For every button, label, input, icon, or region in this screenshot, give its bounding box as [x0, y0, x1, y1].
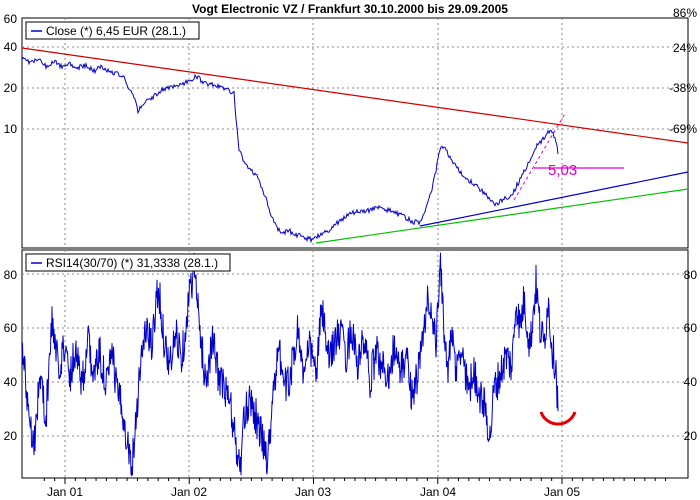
price-left-tick-60: 60: [4, 12, 18, 26]
price-legend-label: Close (*) 6,45 EUR (28.1.): [46, 24, 186, 38]
price-vertical-gridlines: [64, 18, 563, 248]
uptrend-line: [419, 171, 689, 227]
chart-title: Vogt Electronic VZ / Frankfurt 30.10.200…: [192, 2, 508, 16]
price-left-tick-10: 10: [4, 122, 18, 136]
price-left-tick-20: 20: [4, 81, 18, 95]
x-tick-jan-05: Jan 05: [544, 485, 580, 499]
rsi-left-tick-40: 40: [4, 375, 18, 389]
target-annotation-label: 5,03: [548, 162, 577, 179]
resistance-trendline: [21, 47, 689, 144]
rsi-legend: RSI14(30/70) (*) 31,3338 (28.1.): [25, 253, 231, 272]
price-horizontal-gridlines: [22, 46, 688, 130]
x-tick-jan-03: Jan 03: [295, 485, 331, 499]
rsi-right-tick-20: 20: [684, 429, 698, 443]
support-trendline: [315, 188, 689, 244]
price-legend: Close (*) 6,45 EUR (28.1.): [25, 21, 200, 40]
rsi-panel-frame: [21, 249, 689, 479]
steep-uptrend-dashed: [513, 111, 567, 201]
rsi-right-tick-40: 40: [684, 375, 698, 389]
rsi-series: [21, 252, 559, 477]
rsi-left-tick-20: 20: [4, 429, 18, 443]
rsi-horizontal-gridlines: [22, 273, 688, 437]
rsi-right-tick-80: 80: [684, 268, 698, 282]
price-right-tick-86: 86%: [673, 6, 697, 20]
price-right-tick-24: 24%: [673, 41, 697, 55]
oversold-highlight-circle: [539, 411, 577, 426]
rsi-legend-box: [25, 253, 231, 272]
rsi-vertical-gridlines: [64, 250, 563, 478]
price-right-tick-minus-38: -38%: [669, 81, 697, 95]
price-left-tick-40: 40: [4, 40, 18, 54]
rsi-panel: RSI14(30/70) (*) 31,3338 (28.1.): [21, 249, 689, 479]
rsi-left-tick-60: 60: [4, 321, 18, 335]
price-right-tick-minus-69: -69%: [669, 122, 697, 136]
rsi-legend-label: RSI14(30/70) (*) 31,3338 (28.1.): [46, 256, 218, 270]
price-legend-box: [25, 21, 200, 40]
x-tick-jan-04: Jan 04: [420, 485, 456, 499]
price-panel-frame: [21, 17, 689, 249]
rsi-right-tick-60: 60: [684, 321, 698, 335]
close-price-series: [21, 56, 559, 244]
price-panel: 5,03 Close (*) 6,45 EUR (28.1.): [21, 17, 689, 249]
x-tick-jan-01: Jan 01: [47, 485, 83, 499]
rsi-left-tick-80: 80: [4, 268, 18, 282]
x-tick-jan-02: Jan 02: [171, 485, 207, 499]
